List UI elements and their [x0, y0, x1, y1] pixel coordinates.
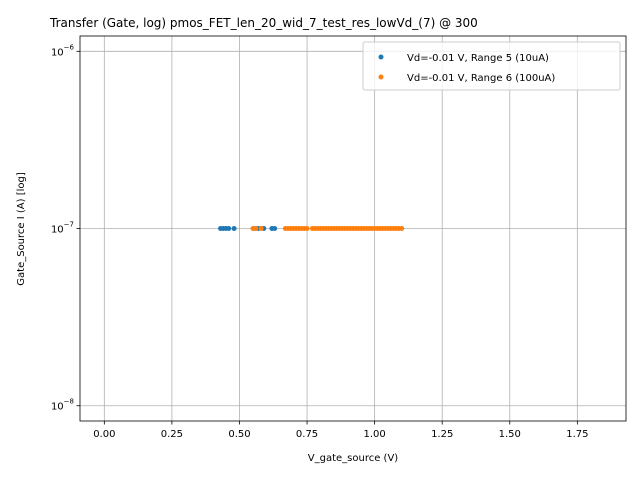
data-point-series-2 — [253, 226, 259, 232]
x-tick-label: 1.00 — [363, 429, 385, 440]
x-tick-label: 1.75 — [566, 429, 588, 440]
legend-label-range6: Vd=-0.01 V, Range 6 (100uA) — [407, 73, 555, 84]
data-point-series-2 — [399, 226, 405, 232]
legend-label-range5: Vd=-0.01 V, Range 5 (10uA) — [407, 53, 549, 64]
x-tick-label: 0.25 — [161, 429, 183, 440]
x-tick-label: 0.50 — [228, 429, 250, 440]
chart-title: Transfer (Gate, log) pmos_FET_len_20_wid… — [49, 16, 478, 30]
legend-box — [362, 41, 621, 91]
grid-layer — [80, 36, 626, 421]
data-point-series-1 — [231, 226, 237, 232]
x-ticks: 0.00 0.25 0.50 0.75 1.00 1.25 1.50 1.75 — [93, 421, 588, 440]
legend: Vd=-0.01 V, Range 5 (10uA) Vd=-0.01 V, R… — [362, 41, 621, 91]
y-tick-exponent: −7 — [64, 221, 74, 229]
x-tick-label: 0.75 — [296, 429, 318, 440]
y-tick-label: 10−6 — [51, 43, 75, 58]
data-point-series-1 — [226, 226, 232, 232]
legend-marker-range5 — [378, 54, 384, 60]
y-tick-label: 10−7 — [51, 221, 74, 236]
x-tick-label: 1.50 — [499, 429, 521, 440]
y-ticks: 10−810−710−6 — [51, 43, 80, 413]
y-tick-base: 10 — [51, 47, 64, 58]
y-tick-exponent: −6 — [64, 43, 75, 51]
x-tick-label: 0.00 — [93, 429, 115, 440]
x-axis-label: V_gate_source (V) — [308, 453, 399, 464]
y-tick-label: 10−8 — [51, 398, 74, 413]
y-tick-exponent: −8 — [64, 398, 74, 406]
data-point-series-2 — [304, 226, 310, 232]
y-tick-base: 10 — [51, 402, 64, 413]
points-layer — [218, 226, 405, 232]
legend-marker-range6 — [378, 74, 384, 80]
x-tick-label: 1.25 — [431, 429, 453, 440]
y-axis-label: Gate_Source I (A) [log] — [16, 172, 27, 286]
data-point-series-2 — [258, 226, 264, 232]
y-tick-base: 10 — [51, 225, 64, 236]
data-point-series-1 — [272, 226, 278, 232]
